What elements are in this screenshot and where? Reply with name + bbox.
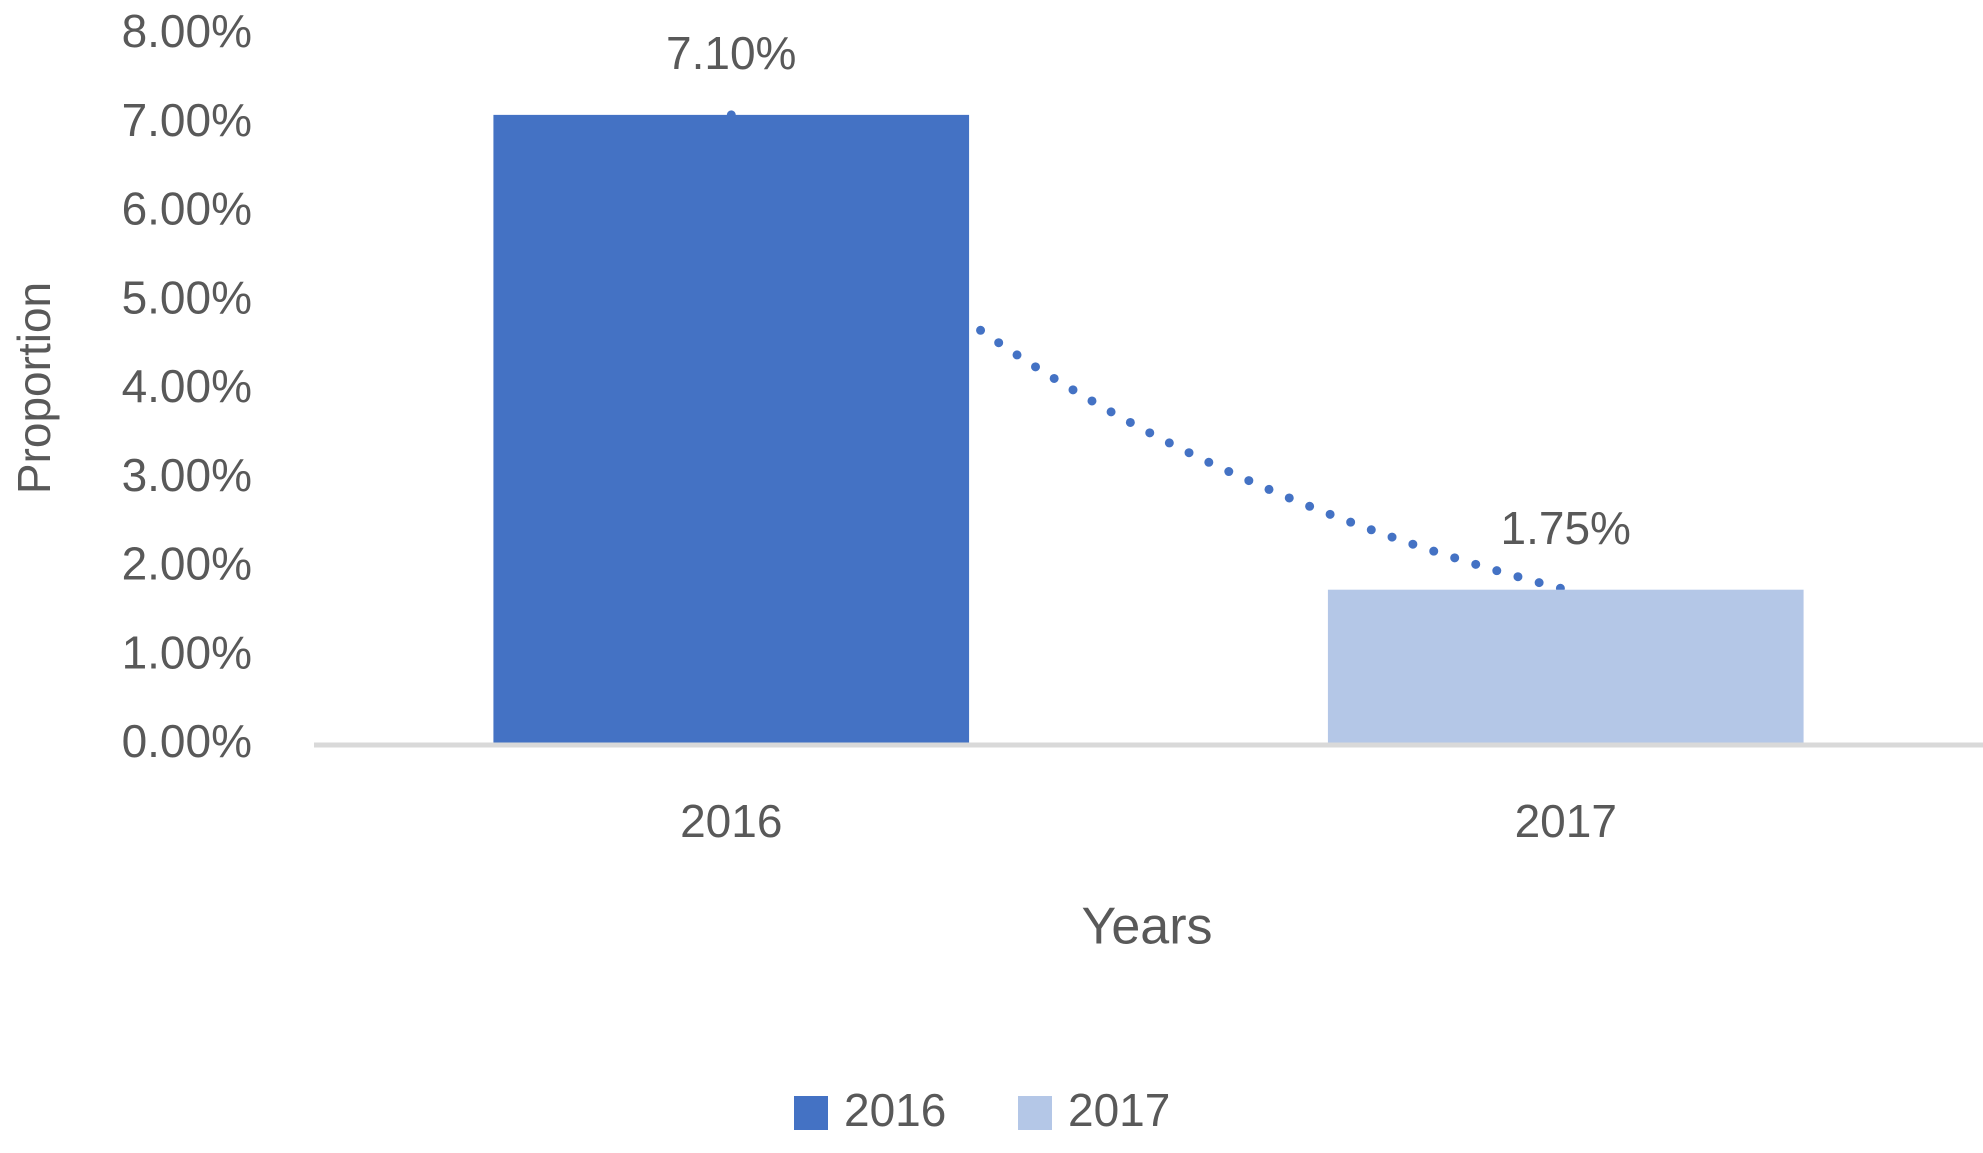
legend-swatch	[1018, 1096, 1052, 1130]
legend-label: 2016	[844, 1084, 946, 1136]
y-tick-label: 5.00%	[122, 271, 252, 323]
y-tick-label: 4.00%	[122, 360, 252, 412]
bar	[1327, 589, 1804, 745]
x-tick-label: 2016	[680, 795, 782, 847]
x-tick-label: 2017	[1515, 795, 1617, 847]
y-tick-label: 3.00%	[122, 449, 252, 501]
y-tick-label: 0.00%	[122, 715, 252, 767]
legend-label: 2017	[1068, 1084, 1170, 1136]
y-tick-label: 2.00%	[122, 538, 252, 590]
y-tick-label: 1.00%	[122, 626, 252, 678]
legend-swatch	[794, 1096, 828, 1130]
value-label: 1.75%	[1501, 502, 1631, 554]
y-axis-title: Proportion	[8, 282, 60, 494]
trendline	[726, 110, 1571, 595]
value-label: 7.10%	[666, 27, 796, 79]
x-axis-title: Years	[1081, 898, 1212, 956]
bar	[493, 114, 970, 745]
y-tick-label: 6.00%	[122, 183, 252, 235]
y-tick-label: 7.00%	[122, 94, 252, 146]
y-tick-label: 8.00%	[122, 5, 252, 57]
